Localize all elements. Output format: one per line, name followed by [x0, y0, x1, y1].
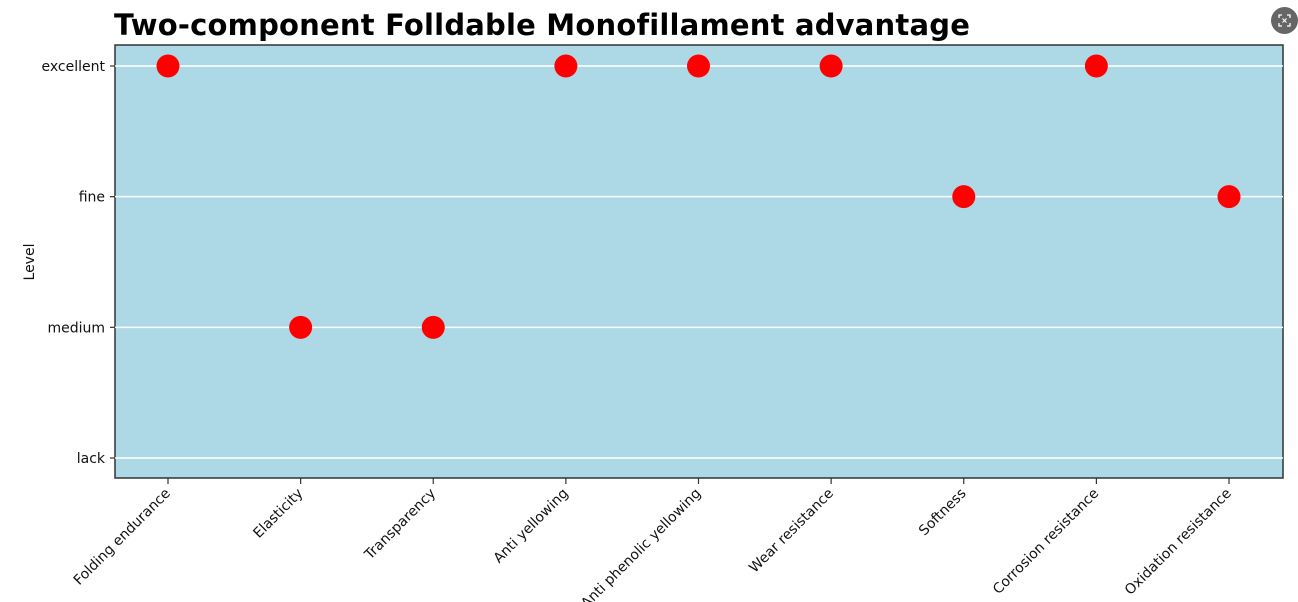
y-axis-label: Level [22, 244, 38, 281]
y-tick-label: excellent [42, 59, 106, 75]
x-tick-label: Oxidation resistance [1122, 486, 1235, 599]
x-tick-label: Softness [916, 486, 970, 540]
x-tick-label: Anti phenolic yellowing [578, 486, 704, 602]
x-tick-label: Anti yellowing [491, 486, 572, 567]
x-tick-label: Corrosion resistance [990, 486, 1102, 598]
y-tick-label: medium [47, 320, 105, 336]
plot-area [114, 44, 1284, 479]
data-point [1217, 185, 1241, 209]
y-tick-label: lack [77, 451, 106, 467]
expand-icon [1278, 14, 1291, 27]
x-tick-label: Folding endurance [71, 486, 174, 589]
x-tick-label: Wear resistance [746, 486, 837, 577]
data-point [289, 315, 313, 339]
data-point [687, 54, 710, 78]
data-point [1084, 54, 1108, 78]
chart-title: Two-component Folldable Monofillament ad… [114, 8, 971, 42]
x-tick-label: Transparency [361, 486, 439, 564]
data-point [554, 54, 578, 78]
data-point [952, 185, 976, 209]
data-point [421, 315, 445, 339]
y-tick-label: fine [79, 190, 105, 206]
data-point [819, 54, 843, 78]
data-point [156, 54, 180, 78]
expand-button[interactable] [1271, 7, 1298, 34]
x-tick-label: Elasticity [250, 486, 306, 542]
